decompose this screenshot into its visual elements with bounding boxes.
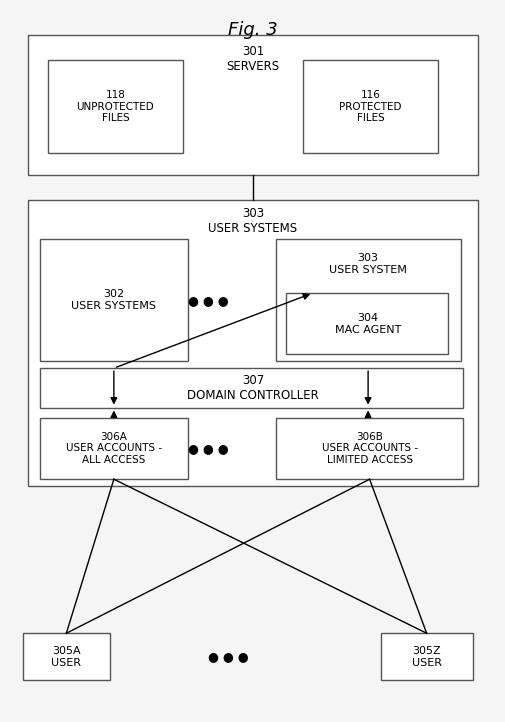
Text: 306A
USER ACCOUNTS -
ALL ACCESS: 306A USER ACCOUNTS - ALL ACCESS [66,432,162,465]
Text: ● ● ●: ● ● ● [207,651,248,664]
Bar [40,239,187,361]
Bar [285,293,447,354]
Bar [275,418,462,479]
Text: 305Z
USER: 305Z USER [411,646,441,668]
Text: Fig. 3: Fig. 3 [228,21,277,39]
Bar [380,633,472,680]
Text: ● ● ●: ● ● ● [187,294,228,307]
Text: 301
SERVERS: 301 SERVERS [226,45,279,73]
Text: 116
PROTECTED
FILES: 116 PROTECTED FILES [339,90,401,123]
Text: 118
UNPROTECTED
FILES: 118 UNPROTECTED FILES [76,90,154,123]
Bar [28,200,477,487]
Bar [40,418,187,479]
Text: ● ● ●: ● ● ● [187,442,228,455]
Bar [302,60,437,153]
Bar [28,35,477,175]
Bar [40,368,462,407]
Bar [48,60,183,153]
Text: 307
DOMAIN CONTROLLER: 307 DOMAIN CONTROLLER [187,373,318,401]
Text: 302
USER SYSTEMS: 302 USER SYSTEMS [71,290,156,311]
Text: 304
MAC AGENT: 304 MAC AGENT [334,313,400,334]
Bar [275,239,460,361]
Text: 303
USER SYSTEM: 303 USER SYSTEM [329,253,406,275]
Text: 303
USER SYSTEMS: 303 USER SYSTEMS [208,207,297,235]
Bar [23,633,110,680]
Text: 306B
USER ACCOUNTS -
LIMITED ACCESS: 306B USER ACCOUNTS - LIMITED ACCESS [321,432,417,465]
Text: 305A
USER: 305A USER [51,646,81,668]
